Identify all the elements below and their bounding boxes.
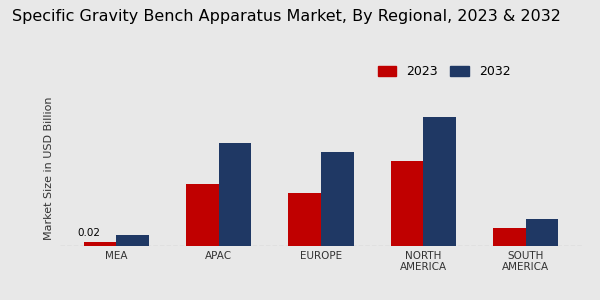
Bar bbox=[321, 152, 354, 246]
Bar bbox=[493, 228, 526, 246]
Legend: 2023, 2032: 2023, 2032 bbox=[373, 60, 516, 83]
Bar bbox=[116, 235, 149, 246]
Bar bbox=[424, 117, 456, 246]
Bar bbox=[186, 184, 218, 246]
Text: 0.02: 0.02 bbox=[77, 228, 101, 238]
Bar bbox=[526, 219, 559, 246]
Bar bbox=[391, 161, 424, 246]
Bar bbox=[288, 193, 321, 246]
Bar bbox=[218, 143, 251, 246]
Text: Specific Gravity Bench Apparatus Market, By Regional, 2023 & 2032: Specific Gravity Bench Apparatus Market,… bbox=[12, 9, 561, 24]
Y-axis label: Market Size in USD Billion: Market Size in USD Billion bbox=[44, 96, 55, 240]
Bar bbox=[83, 242, 116, 246]
